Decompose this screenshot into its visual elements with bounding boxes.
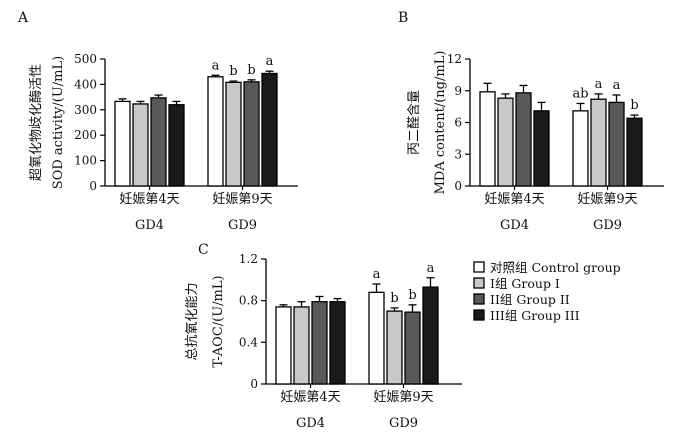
bar <box>293 306 310 385</box>
bar <box>225 81 242 187</box>
x-group-label: GD4 <box>296 416 325 431</box>
bar <box>626 117 643 187</box>
x-category-label: 妊娠第4天 <box>280 390 340 405</box>
bar <box>261 72 278 187</box>
y-tick-label: 3 <box>454 147 462 161</box>
significance-letter: b <box>630 98 638 113</box>
x-group-label: GD4 <box>135 218 164 233</box>
x-category-label: 妊娠第4天 <box>119 192 179 207</box>
bar <box>590 98 607 187</box>
bar <box>168 104 185 187</box>
y-axis-label: 丙二醛含量 <box>406 90 422 155</box>
y-tick-label: 500 <box>74 52 97 66</box>
legend-swatch <box>473 309 485 321</box>
bar <box>150 97 167 187</box>
y-tick-label: 400 <box>74 77 97 91</box>
x-group-label: GD9 <box>228 218 257 233</box>
legend-label: I组 Group I <box>490 276 560 291</box>
bar <box>114 100 131 187</box>
significance-letter: a <box>595 77 603 92</box>
y-tick-label: 12 <box>447 52 462 66</box>
y-axis-label: 总抗氧化能力 <box>185 282 200 360</box>
y-tick-label: 0.8 <box>239 294 258 308</box>
bar <box>404 311 421 385</box>
bar <box>243 81 260 187</box>
legend-label: III组 Group III <box>490 308 580 323</box>
panel-letter: A <box>17 10 29 26</box>
bar <box>329 301 346 385</box>
bar <box>497 97 514 187</box>
x-category-label: 妊娠第9天 <box>212 192 272 207</box>
significance-letter: ab <box>572 86 588 101</box>
significance-letter: b <box>408 288 416 303</box>
significance-letter: b <box>390 291 398 306</box>
y-axis-label: MDA content/(ng/mL) <box>433 51 448 195</box>
bar <box>515 92 532 187</box>
bar <box>533 110 550 187</box>
significance-letter: a <box>212 58 220 73</box>
significance-letter: a <box>613 78 621 93</box>
legend-swatch <box>473 293 485 305</box>
y-tick-label: 0.4 <box>239 335 258 349</box>
y-axis-label: 超氧化物歧化酶活性 <box>28 64 44 181</box>
y-tick-label: 300 <box>74 103 97 117</box>
y-tick-label: 0 <box>454 179 462 193</box>
panel-letter: B <box>398 10 408 26</box>
legend-label: 对照组 Control group <box>490 260 621 275</box>
y-tick-label: 6 <box>454 116 462 130</box>
bar <box>479 91 496 187</box>
y-axis-label: SOD activity/(U/mL) <box>51 56 66 189</box>
chart-panel-a: A 超氧化物歧化酶活性 SOD activity/(U/mL) 0 100 200 300 4… <box>17 10 298 233</box>
y-tick-label: 1.2 <box>239 252 258 266</box>
y-tick-label: 9 <box>454 84 462 98</box>
bar <box>368 291 385 385</box>
x-group-label: GD4 <box>500 218 529 233</box>
bar <box>608 101 625 187</box>
y-tick-label: 200 <box>74 128 97 142</box>
bar <box>275 306 292 385</box>
bar <box>386 310 403 385</box>
x-group-label: GD9 <box>389 416 418 431</box>
bar <box>572 110 589 187</box>
x-category-label: 妊娠第9天 <box>577 192 637 207</box>
bar <box>207 76 224 187</box>
y-tick-label: 0 <box>89 179 97 193</box>
legend-swatch <box>473 261 485 273</box>
significance-letter: a <box>266 54 274 69</box>
significance-letter: b <box>247 63 255 78</box>
y-axis-label: T-AOC/(U/mL) <box>211 275 226 367</box>
panel-letter: C <box>198 242 209 258</box>
x-group-label: GD9 <box>593 218 622 233</box>
y-tick-label: 0 <box>250 377 258 391</box>
chart-panel-b: B 丙二醛含量 MDA content/(ng/mL) 0 3 6 9 12 妊娠第4天 GD4 a… <box>398 10 664 233</box>
legend-label: II组 Group II <box>490 292 570 307</box>
y-tick-label: 100 <box>74 154 97 168</box>
significance-letter: b <box>229 64 237 79</box>
bar <box>311 301 328 385</box>
x-category-label: 妊娠第4天 <box>484 192 544 207</box>
significance-letter: a <box>373 267 381 282</box>
significance-letter: a <box>427 261 435 276</box>
bar <box>422 286 439 385</box>
bar <box>132 103 149 187</box>
x-category-label: 妊娠第9天 <box>373 390 433 405</box>
legend-swatch <box>473 277 485 289</box>
